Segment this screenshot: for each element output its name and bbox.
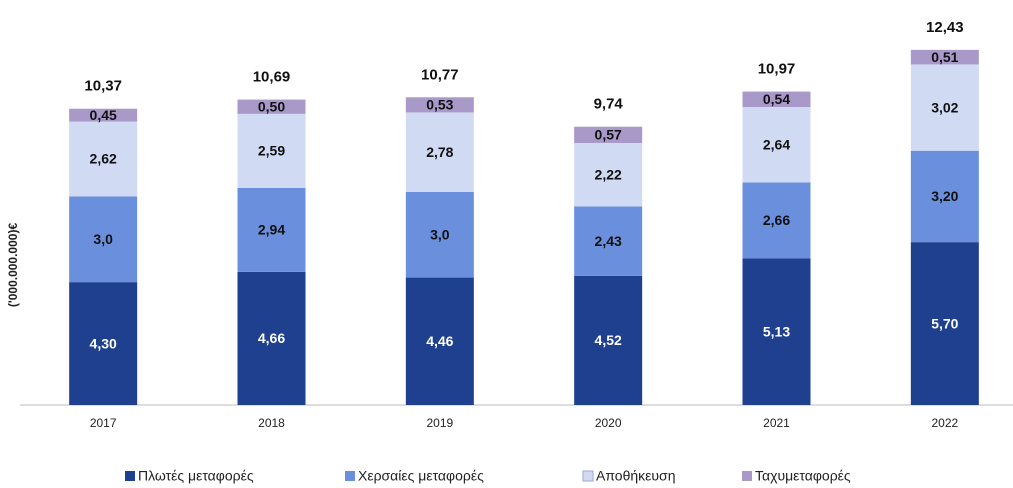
legend-label: Ταχυμεταφορές [755, 468, 851, 484]
bar-segment [237, 271, 306, 405]
bar-segment [742, 107, 811, 183]
x-tick-label: 2019 [426, 416, 453, 430]
bar-segment [574, 206, 643, 276]
data-label: 2,22 [595, 166, 622, 182]
bar-segment [237, 99, 306, 114]
total-label: 10,37 [84, 78, 122, 95]
data-label: 2,62 [90, 151, 117, 167]
x-tick-label: 2017 [90, 416, 117, 430]
x-tick-label: 2021 [763, 416, 790, 430]
bar-segment [405, 112, 474, 192]
total-label: 12,43 [926, 19, 964, 36]
bar-segment [237, 187, 306, 272]
data-label: 5,13 [763, 323, 790, 339]
legend-swatch [125, 471, 135, 481]
data-label: 0,54 [763, 91, 790, 107]
bar-segment [910, 242, 979, 405]
data-label: 2,59 [258, 143, 285, 159]
bar-segment [574, 143, 643, 207]
data-label: 0,53 [426, 97, 453, 113]
legend-swatch [742, 471, 752, 481]
data-label: 0,51 [931, 49, 958, 65]
data-label: 5,70 [931, 315, 958, 331]
bar-segment [742, 91, 811, 107]
data-label: 4,30 [90, 335, 117, 351]
bar-segment [405, 277, 474, 405]
bar-segment [69, 196, 138, 283]
data-label: 2,94 [258, 222, 285, 238]
data-label: 3,02 [931, 99, 958, 115]
data-label: 0,45 [90, 107, 117, 123]
bar-segment [69, 282, 138, 405]
y-axis-label: ('000.000.000)€ [6, 223, 20, 308]
data-label: 0,57 [595, 127, 622, 143]
data-label: 2,64 [763, 136, 790, 152]
legend-swatch [345, 471, 355, 481]
legend-label: Αποθήκευση [596, 468, 675, 484]
legend-swatch [582, 470, 594, 482]
x-tick-label: 2022 [931, 416, 958, 430]
data-label: 2,78 [426, 144, 453, 160]
bar-segment [910, 150, 979, 243]
bar-segment [910, 49, 979, 65]
data-label: 3,0 [430, 226, 450, 242]
data-label: 3,20 [931, 188, 958, 204]
bar-segment [910, 64, 979, 151]
data-label: 2,66 [763, 212, 790, 228]
bar-segment [574, 126, 643, 143]
x-tick-label: 2020 [595, 416, 622, 430]
legend-label: Χερσαίες μεταφορές [358, 468, 484, 484]
bar-segment [69, 121, 138, 197]
data-label: 4,52 [595, 332, 622, 348]
x-tick-label: 2018 [258, 416, 285, 430]
total-label: 10,97 [758, 61, 796, 78]
data-label: 4,46 [426, 333, 453, 349]
data-label: 4,66 [258, 330, 285, 346]
bar-segment [237, 113, 306, 188]
bar-segment [742, 182, 811, 259]
data-label: 2,43 [595, 233, 622, 249]
legend-label: Πλωτές μεταφορές [138, 468, 254, 484]
total-label: 9,74 [594, 96, 624, 113]
bar-segment [742, 258, 811, 405]
total-label: 10,69 [253, 69, 291, 86]
total-label: 10,77 [421, 66, 459, 83]
bar-segment [574, 275, 643, 405]
bar-segment [405, 191, 474, 278]
data-label: 3,0 [93, 231, 113, 247]
data-label: 0,50 [258, 98, 285, 114]
bar-segment [405, 97, 474, 113]
bar-segment [69, 108, 138, 122]
